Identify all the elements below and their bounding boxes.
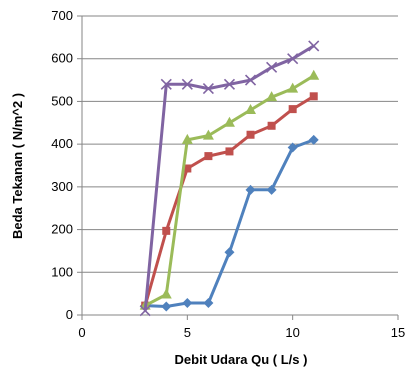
x-axis-ticks: 0 5 10 15 — [78, 315, 405, 340]
series-4-point — [160, 78, 172, 90]
y-tick-label: 600 — [51, 51, 73, 66]
series-3-point — [160, 288, 172, 299]
x-tick-label: 5 — [184, 325, 191, 340]
series-3-point — [181, 133, 193, 144]
series-3-point — [308, 69, 320, 80]
series-3-point — [202, 129, 214, 140]
series-2-point — [246, 130, 255, 139]
x-axis-title: Debit Udara Qu ( L/s ) — [175, 352, 308, 367]
y-tick-label: 0 — [66, 307, 73, 322]
x-tick-label: 15 — [391, 325, 405, 340]
series-3-point — [287, 82, 299, 93]
y-tick-label: 500 — [51, 93, 73, 108]
y-tick-label: 700 — [51, 8, 73, 23]
series-1-point — [161, 301, 172, 312]
series-4-point — [223, 78, 236, 90]
series-4-point — [287, 53, 299, 65]
gridlines — [82, 15, 398, 273]
series-1-point — [308, 134, 319, 145]
series-2-point — [267, 121, 276, 130]
series-3-point — [245, 103, 257, 114]
series-3-point — [266, 91, 278, 102]
y-tick-label: 300 — [51, 179, 73, 194]
series-3-point — [223, 116, 235, 127]
series-2-point — [309, 92, 318, 101]
series-2-point — [162, 226, 171, 235]
series-4-point — [139, 305, 151, 317]
series-layer — [139, 40, 320, 317]
series-4-point — [244, 74, 257, 86]
series-1-point — [224, 247, 235, 258]
y-axis-title: Beda Tekanan ( N/m^2 ) — [10, 93, 25, 239]
series-4-point — [202, 83, 214, 95]
series-2-point — [288, 105, 297, 114]
series-1-point — [182, 298, 193, 309]
series-4 — [139, 40, 320, 317]
y-axis-ticks: 0 100 200 300 400 500 600 700 — [51, 8, 82, 322]
axes — [81, 16, 398, 316]
y-tick-label: 200 — [51, 222, 73, 237]
y-tick-label: 400 — [51, 136, 73, 151]
series-2-point — [183, 164, 192, 173]
series-1-point — [266, 184, 277, 195]
series-1-point — [203, 298, 214, 309]
y-tick-label: 100 — [51, 264, 73, 279]
series-4-point — [308, 40, 320, 52]
series-2-point — [225, 147, 234, 156]
x-tick-label: 0 — [78, 325, 85, 340]
x-tick-label: 10 — [285, 325, 299, 340]
series-1-point — [287, 142, 298, 153]
series-4-point — [266, 61, 278, 73]
series-4-point — [181, 78, 193, 90]
series-1-point — [245, 184, 256, 195]
series-2-point — [204, 152, 213, 161]
